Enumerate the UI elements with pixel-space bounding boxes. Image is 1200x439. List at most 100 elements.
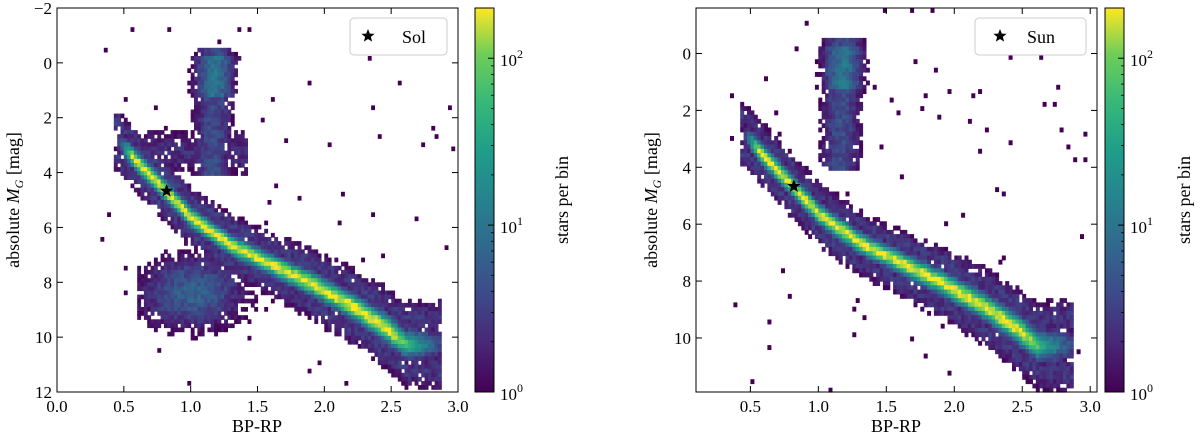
heatmap-cell <box>230 216 235 222</box>
heatmap-cell <box>190 307 195 312</box>
heatmap-cell <box>197 154 202 160</box>
heatmap-cell <box>311 261 315 267</box>
heatmap-cell <box>257 245 262 250</box>
heatmap-cell <box>163 290 168 296</box>
heatmap-cell <box>297 257 302 263</box>
y-tick-label: 2 <box>683 101 692 120</box>
heatmap-cell <box>214 88 218 94</box>
heatmap-cell <box>177 175 182 180</box>
heatmap-cell <box>190 327 195 333</box>
heatmap-cell <box>217 249 222 255</box>
heatmap-cell <box>1063 387 1067 393</box>
heatmap-cell <box>770 178 775 184</box>
heatmap-cell <box>210 257 215 263</box>
heatmap-cell <box>903 251 908 257</box>
heatmap-cell <box>150 130 155 135</box>
heatmap-cell <box>250 224 255 230</box>
heatmap-cell <box>344 319 349 324</box>
heatmap-cell <box>944 246 949 252</box>
heatmap-cell <box>859 255 864 261</box>
heatmap-cell <box>1059 370 1064 376</box>
heatmap-cell <box>347 294 352 300</box>
heatmap-cell <box>190 269 195 275</box>
heatmap-cell <box>204 294 208 300</box>
heatmap-cell <box>814 84 819 90</box>
heatmap-cell <box>361 319 365 324</box>
heatmap-cell <box>194 311 198 316</box>
heatmap-cell <box>747 127 751 133</box>
heatmap-cell <box>337 274 342 279</box>
heatmap-cell <box>855 84 860 90</box>
heatmap-cell <box>244 245 248 250</box>
heatmap-cell <box>214 212 218 217</box>
heatmap-cell <box>204 97 208 102</box>
heatmap-cell <box>401 364 406 370</box>
heatmap-cell <box>194 142 198 148</box>
heatmap-cell <box>818 101 823 107</box>
heatmap-cell <box>207 327 212 333</box>
heatmap-cell <box>781 195 785 201</box>
heatmap-cell <box>974 315 979 321</box>
heatmap-cell <box>404 311 409 316</box>
heatmap-cell <box>204 265 208 271</box>
heatmap-cell <box>842 59 847 65</box>
heatmap-cell <box>153 307 158 312</box>
heatmap-cell <box>818 229 823 235</box>
heatmap-cell <box>1049 328 1054 333</box>
heatmap-cell <box>167 183 172 189</box>
colorbar-tick-label: 100 <box>500 381 523 404</box>
heatmap-cell <box>855 46 860 52</box>
heatmap-cell <box>1008 323 1013 329</box>
heatmap-cell <box>174 220 178 226</box>
heatmap-cell <box>404 368 409 374</box>
heatmap-cell <box>930 255 935 261</box>
heatmap-cell <box>811 225 816 231</box>
heatmap-cell <box>207 302 212 308</box>
heatmap-cell <box>417 335 422 341</box>
heatmap-cell <box>334 307 339 312</box>
heatmap-cell <box>1022 306 1027 312</box>
heatmap-cell <box>143 146 148 152</box>
heatmap-cell <box>170 220 175 226</box>
heatmap-cell <box>197 212 202 217</box>
heatmap-cell <box>170 208 175 213</box>
heatmap-cell <box>818 63 823 69</box>
heatmap-cell <box>180 307 185 312</box>
heatmap-cell <box>270 253 275 259</box>
heatmap-cell <box>957 272 962 278</box>
heatmap-cell <box>207 154 212 160</box>
heatmap-cell <box>153 163 158 168</box>
heatmap-cell <box>130 27 135 32</box>
heatmap-cell <box>327 278 332 283</box>
heatmap-cell <box>200 237 205 242</box>
heatmap-cell <box>391 323 396 329</box>
heatmap-cell <box>811 191 816 197</box>
heatmap-cell <box>848 67 853 73</box>
heatmap-cell <box>1039 302 1044 308</box>
heatmap-cell <box>1042 306 1047 312</box>
heatmap-cell <box>437 344 442 349</box>
heatmap-cell <box>137 307 142 312</box>
heatmap-cell <box>120 142 125 148</box>
heatmap-cell <box>838 255 843 261</box>
heatmap-cell <box>170 179 175 185</box>
heatmap-cell <box>404 335 409 341</box>
heatmap-cell <box>284 298 289 304</box>
heatmap-cell <box>227 269 232 275</box>
heatmap-cell <box>314 302 319 308</box>
heatmap-cell <box>774 140 779 146</box>
heatmap-cell <box>801 200 806 205</box>
heatmap-cell <box>240 228 245 234</box>
heatmap-cell <box>200 216 205 222</box>
heatmap-cell <box>855 234 860 239</box>
heatmap-cell <box>207 307 212 312</box>
heatmap-cell <box>240 269 245 275</box>
heatmap-cell <box>944 285 949 291</box>
heatmap-cell <box>247 27 252 32</box>
heatmap-cell <box>414 339 419 345</box>
heatmap-cell <box>224 253 228 259</box>
heatmap-cell <box>1001 302 1006 308</box>
heatmap-cell <box>311 286 315 292</box>
heatmap-cell <box>814 229 819 235</box>
heatmap-cell <box>311 253 315 259</box>
